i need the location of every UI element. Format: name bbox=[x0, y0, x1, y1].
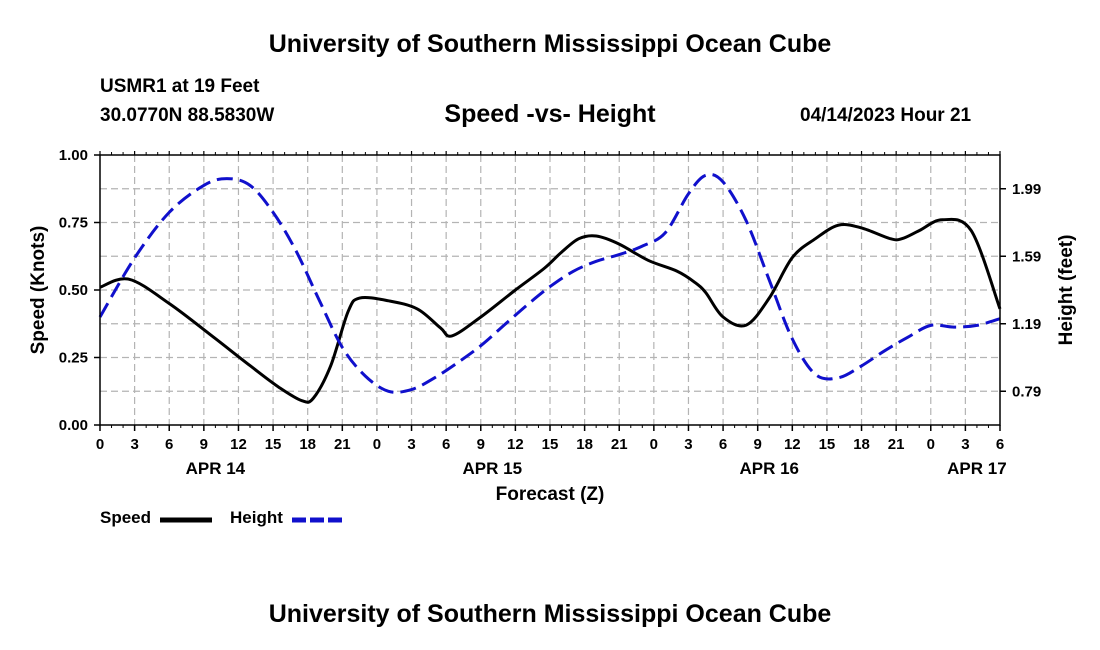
x-tick-label: 18 bbox=[299, 436, 316, 453]
x-tick-label: 0 bbox=[650, 436, 658, 453]
x-date-label: APR 16 bbox=[739, 459, 799, 478]
x-tick-label: 12 bbox=[230, 436, 247, 453]
axes: 0 3 6 9 12 15 18 21 0 3 6 9 12 15 18 21 0 3 6 9 12 15 18 21 0 3 6A… bbox=[59, 147, 1041, 478]
station-label: USMR1 at 19 Feet bbox=[100, 76, 260, 97]
series-line-height bbox=[98, 172, 1001, 394]
legend-height-label: Height bbox=[230, 508, 283, 527]
x-tick-label: 3 bbox=[130, 436, 138, 453]
x-tick-label: 21 bbox=[611, 436, 628, 453]
coordinates-label: 30.0770N 88.5830W bbox=[100, 105, 275, 126]
series-layer bbox=[98, 172, 1002, 404]
x-tick-label: 0 bbox=[373, 436, 381, 453]
forecast-datetime: 04/14/2023 Hour 21 bbox=[800, 105, 972, 126]
y-tick-label: 1.00 bbox=[59, 147, 88, 164]
x-tick-label: 12 bbox=[507, 436, 524, 453]
x-tick-label: 6 bbox=[719, 436, 727, 453]
legend-height-swatch bbox=[292, 517, 344, 523]
x-tick-label: 21 bbox=[334, 436, 351, 453]
chart-title: Speed -vs- Height bbox=[444, 100, 656, 128]
x-tick-label: 6 bbox=[165, 436, 173, 453]
y2-axis-label: Height (feet) bbox=[1056, 235, 1077, 346]
y2-tick-label: 1.59 bbox=[1012, 248, 1041, 265]
x-axis-label: Forecast (Z) bbox=[496, 484, 605, 505]
main-title: University of Southern Mississippi Ocean… bbox=[268, 30, 832, 58]
x-tick-label: 9 bbox=[200, 436, 208, 453]
x-tick-label: 15 bbox=[265, 436, 282, 453]
x-tick-label: 6 bbox=[442, 436, 450, 453]
y-axis-label: Speed (Knots) bbox=[28, 226, 49, 355]
x-tick-label: 0 bbox=[927, 436, 935, 453]
x-tick-label: 3 bbox=[407, 436, 415, 453]
x-tick-label: 6 bbox=[996, 436, 1004, 453]
x-tick-label: 18 bbox=[853, 436, 870, 453]
y2-tick-label: 1.99 bbox=[1012, 181, 1041, 198]
legend-speed-swatch bbox=[160, 517, 212, 523]
x-tick-label: 0 bbox=[96, 436, 104, 453]
footer-title: University of Southern Mississippi Ocean… bbox=[268, 600, 832, 628]
x-tick-label: 15 bbox=[542, 436, 559, 453]
y-tick-label: 0.75 bbox=[59, 215, 88, 232]
y-tick-label: 0.00 bbox=[59, 417, 88, 434]
x-tick-label: 3 bbox=[684, 436, 692, 453]
x-tick-label: 18 bbox=[576, 436, 593, 453]
x-tick-label: 15 bbox=[819, 436, 836, 453]
series-line-speed bbox=[99, 217, 1002, 404]
x-tick-label: 9 bbox=[754, 436, 762, 453]
legend-speed-label: Speed bbox=[100, 508, 152, 527]
y-tick-label: 0.25 bbox=[59, 350, 88, 367]
x-tick-label: 3 bbox=[961, 436, 969, 453]
x-tick-label: 9 bbox=[477, 436, 485, 453]
x-date-label: APR 15 bbox=[463, 459, 523, 478]
x-tick-label: 21 bbox=[888, 436, 905, 453]
y2-tick-label: 0.79 bbox=[1012, 383, 1041, 400]
x-date-label: APR 17 bbox=[947, 459, 1007, 478]
x-tick-label: 12 bbox=[784, 436, 801, 453]
y2-tick-label: 1.19 bbox=[1012, 316, 1041, 333]
y-tick-label: 0.50 bbox=[59, 282, 88, 299]
grid bbox=[100, 155, 1000, 425]
x-date-label: APR 14 bbox=[186, 459, 246, 478]
